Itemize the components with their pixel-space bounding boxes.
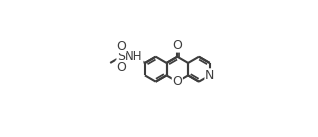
Text: O: O xyxy=(172,75,182,88)
Text: O: O xyxy=(116,61,126,74)
Text: N: N xyxy=(205,69,214,82)
Text: S: S xyxy=(117,50,125,63)
Text: NH: NH xyxy=(125,50,143,63)
Text: O: O xyxy=(172,39,182,52)
Text: O: O xyxy=(116,40,126,53)
